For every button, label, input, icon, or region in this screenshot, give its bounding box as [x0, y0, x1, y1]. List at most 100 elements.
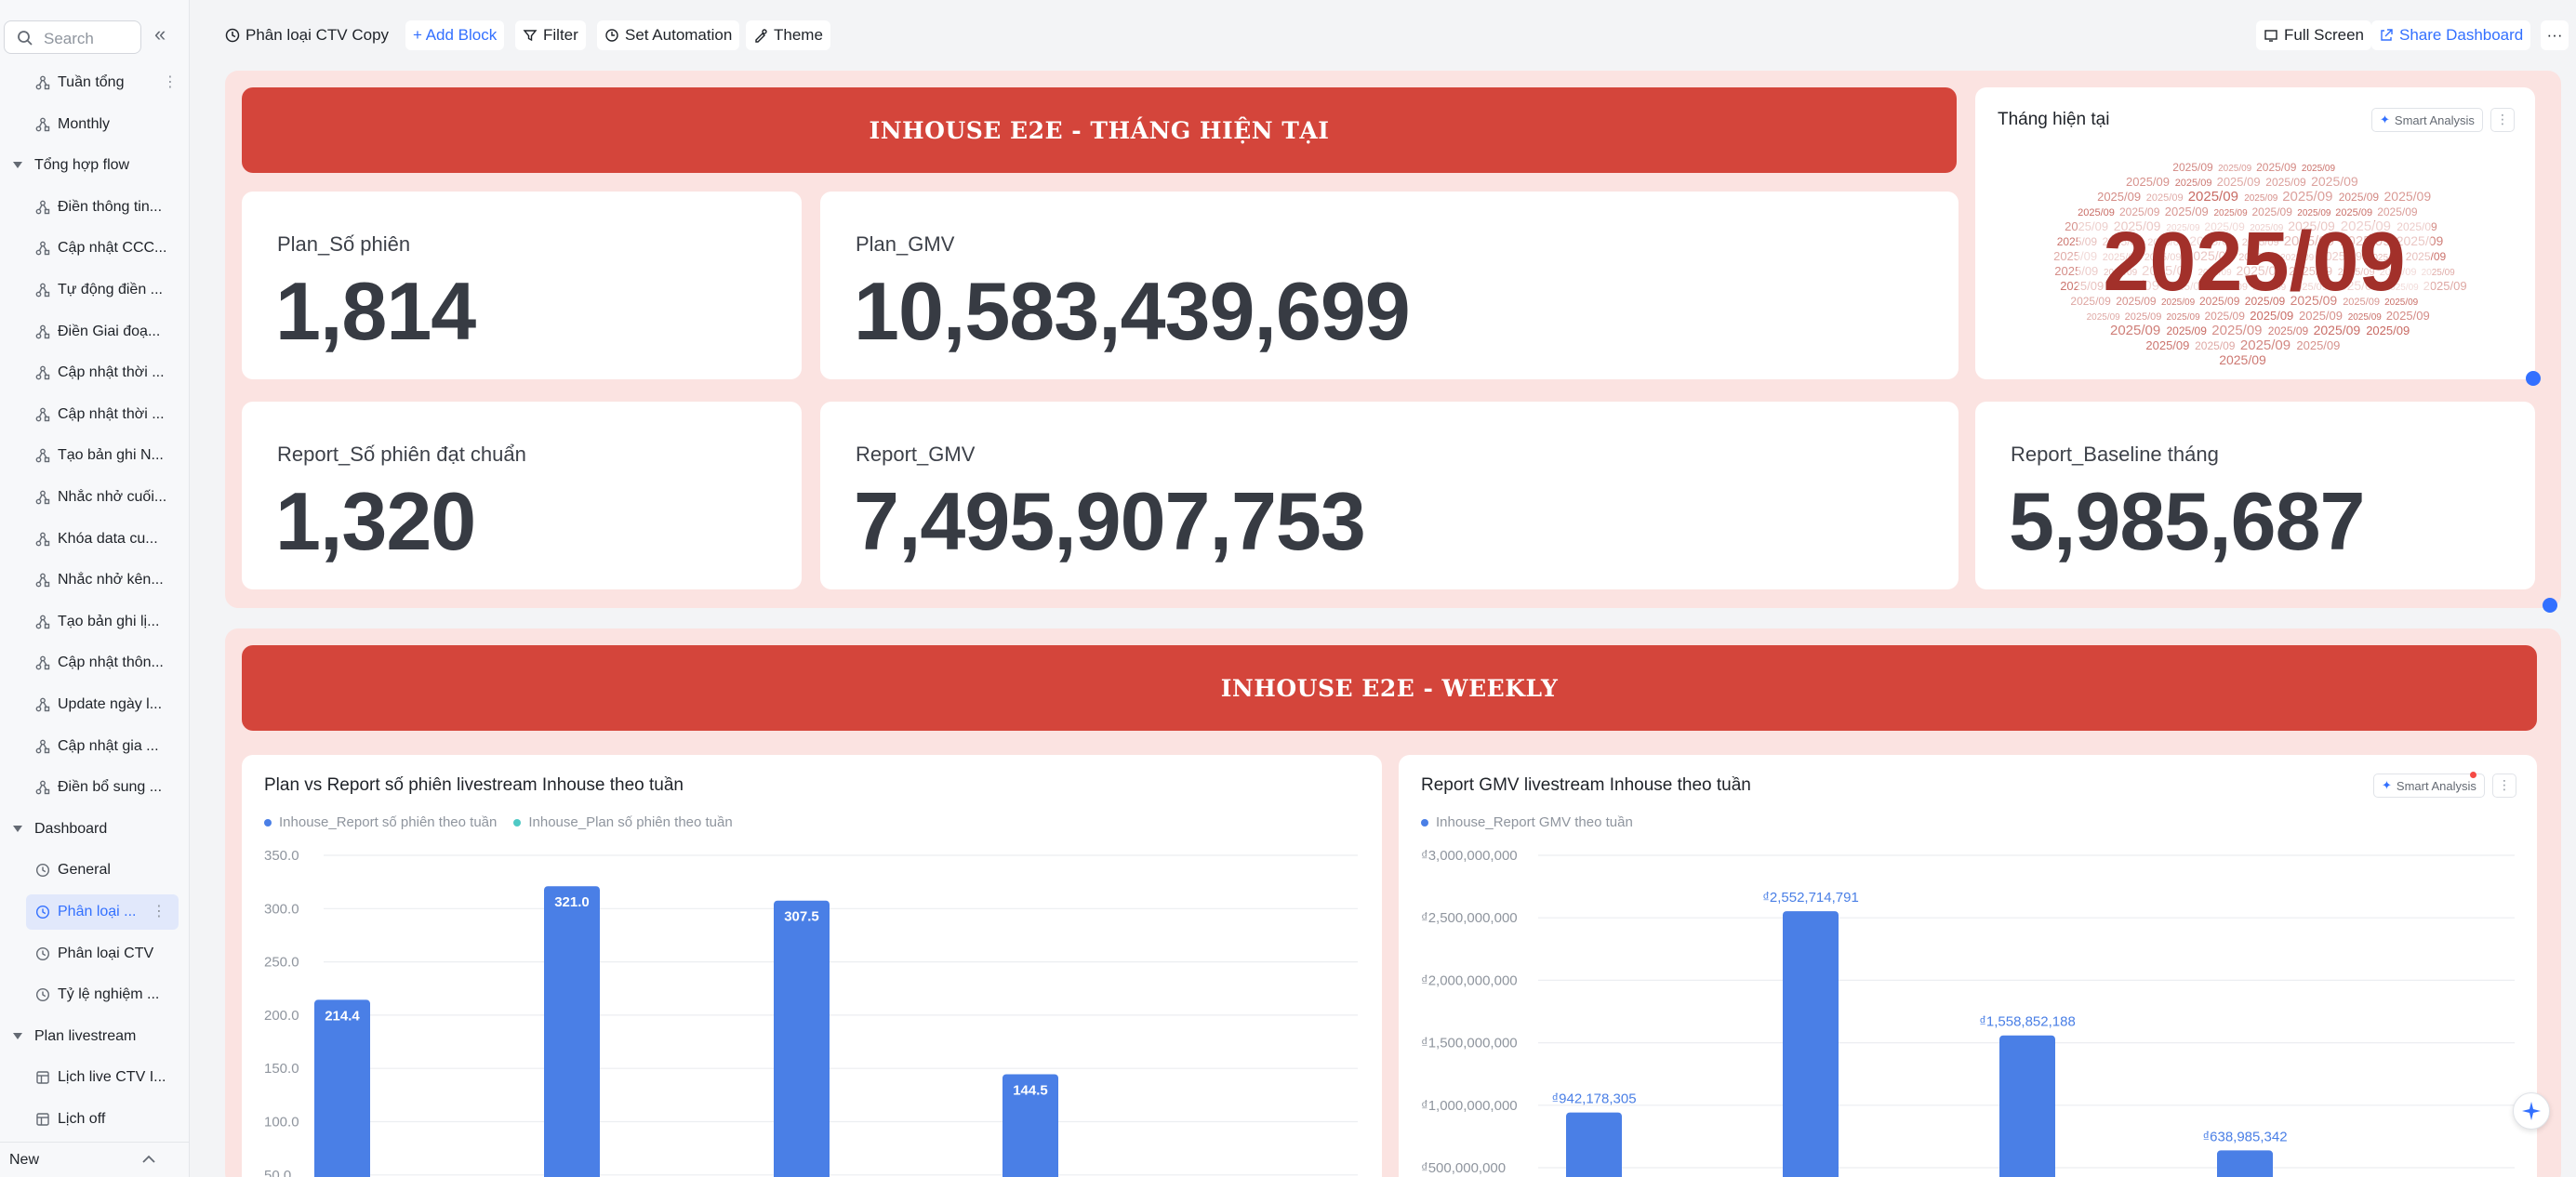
sidebar-item[interactable]: Phân loại ... ⋮ — [26, 894, 179, 930]
filter-button[interactable]: Filter — [515, 20, 586, 50]
sidebar-item[interactable]: Cập nhật thời ... — [0, 397, 190, 432]
sidebar-item[interactable]: General — [0, 853, 190, 888]
sidebar-group[interactable]: Tổng hợp flow — [0, 148, 190, 183]
sidebar-item[interactable]: Lịch live CTV I... — [0, 1060, 190, 1095]
wordcloud-word: 2025/09 — [2175, 178, 2212, 189]
bar[interactable] — [1003, 1074, 1058, 1177]
sidebar-item[interactable]: Monthly — [0, 107, 190, 142]
card-menu-button[interactable]: ⋮ — [2490, 108, 2515, 132]
ai-assistant-button[interactable] — [2513, 1092, 2550, 1130]
sidebar-item[interactable]: Nhắc nhở cuối... — [0, 480, 190, 515]
resize-handle[interactable] — [2543, 598, 2557, 613]
sidebar-item[interactable]: Cập nhật CCC... — [0, 231, 190, 266]
bar[interactable] — [774, 900, 830, 1177]
sidebar-item[interactable]: Tự động điền ... — [0, 272, 190, 308]
wordcloud-word: 2025/09 — [2311, 174, 2358, 189]
plan-gmv-card[interactable]: Plan_GMV 10,583,439,699 — [820, 192, 1959, 379]
sidebar-item[interactable]: Điền bổ sung ... — [0, 770, 190, 805]
smart-analysis-button[interactable]: ✦ Smart Analysis — [2371, 108, 2483, 132]
bar[interactable] — [1999, 1035, 2055, 1177]
sidebar-item[interactable]: Điền thông tin... — [0, 190, 190, 225]
caret-down-icon[interactable] — [13, 825, 22, 832]
more-icon[interactable]: ⋮ — [163, 74, 178, 90]
bar[interactable] — [314, 999, 370, 1177]
wordcloud-word: 2025/09 — [2161, 298, 2196, 308]
workflow-icon — [35, 365, 50, 380]
sidebar-item[interactable]: Cập nhật gia ... — [0, 729, 190, 764]
caret-down-icon[interactable] — [13, 162, 22, 169]
workflow-icon — [35, 324, 50, 338]
collapse-sidebar-icon[interactable]: « — [154, 22, 166, 46]
workflow-icon — [35, 739, 50, 753]
sidebar-item[interactable]: Nhắc nhở kên... — [0, 562, 190, 598]
bar[interactable] — [544, 886, 600, 1177]
sparkle-icon — [2522, 1102, 2541, 1120]
sidebar-item[interactable]: Tỷ lệ nghiệm ... — [0, 977, 190, 1012]
metric-value: 7,495,907,753 — [854, 475, 1366, 567]
chevron-up-icon[interactable] — [141, 1154, 156, 1165]
resize-handle[interactable] — [2526, 371, 2541, 386]
search-input[interactable]: Search — [4, 20, 141, 54]
bar[interactable] — [1783, 911, 1839, 1177]
add-block-button[interactable]: + Add Block — [405, 20, 505, 50]
sidebar-footer[interactable]: New — [0, 1142, 190, 1177]
sidebar-item[interactable]: Phân loại CTV — [0, 936, 190, 972]
sidebar-item[interactable]: Lịch off — [0, 1102, 190, 1137]
wordcloud-word: 2025/09 — [2252, 205, 2293, 218]
sidebar-item[interactable]: Cập nhật thời ... — [0, 355, 190, 390]
bar[interactable] — [2217, 1150, 2273, 1177]
y-tick-label: 100.0 — [264, 1115, 299, 1131]
y-tick-label: 50.0 — [264, 1168, 291, 1177]
report-sessions-card[interactable]: Report_Số phiên đạt chuẩn 1,320 — [242, 402, 802, 589]
sidebar-item-label: Dashboard — [34, 820, 108, 837]
set-automation-label: Set Automation — [625, 26, 733, 44]
share-dashboard-button[interactable]: Share Dashboard — [2371, 20, 2531, 50]
wordcloud-word: 2025/09 — [2217, 175, 2261, 189]
sidebar-group[interactable]: Plan livestream — [0, 1019, 190, 1054]
bar[interactable] — [1566, 1112, 1622, 1177]
wordcloud-word: 2025/09 — [2211, 323, 2262, 338]
plan-sessions-card[interactable]: Plan_Số phiên 1,814 — [242, 192, 802, 379]
more-options-button[interactable]: ··· — [2541, 20, 2569, 50]
workflow-icon — [35, 241, 50, 256]
sidebar-item[interactable]: Khóa data cu... — [0, 522, 190, 557]
legend-item[interactable]: Inhouse_Report số phiên theo tuần — [264, 814, 497, 830]
sidebar-item[interactable]: Cập nhật thôn... — [0, 645, 190, 681]
report-gmv-card[interactable]: Report_GMV 7,495,907,753 — [820, 402, 1959, 589]
gmv-chart-card[interactable]: Report GMV livestream Inhouse theo tuần … — [1399, 755, 2537, 1177]
card-menu-button[interactable]: ⋮ — [2492, 774, 2516, 798]
sessions-chart-card[interactable]: Plan vs Report số phiên livestream Inhou… — [242, 755, 1382, 1177]
full-screen-button[interactable]: Full Screen — [2256, 20, 2371, 50]
monthly-banner: INHOUSE E2E - THÁNG HIỆN TẠI — [242, 87, 1957, 173]
theme-button[interactable]: Theme — [746, 20, 830, 50]
wordcloud-word: 2025/09 — [2125, 311, 2162, 323]
wordcloud-word: 2025/09 — [2205, 310, 2246, 323]
smart-analysis-button[interactable]: ✦ Smart Analysis — [2373, 774, 2485, 798]
sidebar-group[interactable]: Dashboard — [0, 812, 190, 847]
dashboard-name[interactable]: Phân loại CTV Copy — [218, 20, 396, 50]
legend-item[interactable]: Inhouse_Plan số phiên theo tuần — [513, 814, 733, 830]
caret-down-icon[interactable] — [13, 1032, 22, 1039]
wordcloud-card[interactable]: Tháng hiện tại ✦ Smart Analysis ⋮ 2025/0… — [1975, 87, 2535, 379]
wordcloud-word: 2025/09 — [2366, 324, 2410, 337]
legend-item[interactable]: Inhouse_Report GMV theo tuần — [1421, 814, 1633, 830]
sidebar-item[interactable]: Tạo bản ghi N... — [0, 438, 190, 473]
sidebar-item[interactable]: Update ngày l... — [0, 687, 190, 722]
sidebar-item[interactable]: Tạo bản ghi lị... — [0, 604, 190, 640]
wordcloud-word: 2025/09 — [2265, 176, 2306, 189]
weekly-section: INHOUSE E2E - WEEKLY Plan vs Report số p… — [225, 628, 2561, 1177]
dashboard-name-label: Phân loại CTV Copy — [246, 26, 390, 44]
workflow-icon — [35, 697, 50, 712]
new-button[interactable]: New — [9, 1152, 40, 1168]
wordcloud-word: 2025/09 — [2167, 324, 2208, 337]
metric-label: Report_Số phiên đạt chuẩn — [277, 443, 526, 466]
set-automation-button[interactable]: Set Automation — [597, 20, 740, 50]
wordcloud-word: 2025/09 — [2422, 268, 2456, 278]
sidebar-item[interactable]: Tuần tổng ⋮ — [0, 65, 190, 100]
sidebar-item[interactable]: Điền Giai đoạ... — [0, 314, 190, 350]
more-icon[interactable]: ⋮ — [152, 904, 166, 919]
wordcloud-word: 2025/09 — [2296, 338, 2340, 352]
wordcloud-word: 2025/09 — [2268, 324, 2309, 337]
report-baseline-card[interactable]: Report_Baseline tháng 5,985,687 — [1975, 402, 2535, 589]
theme-label: Theme — [774, 26, 823, 44]
